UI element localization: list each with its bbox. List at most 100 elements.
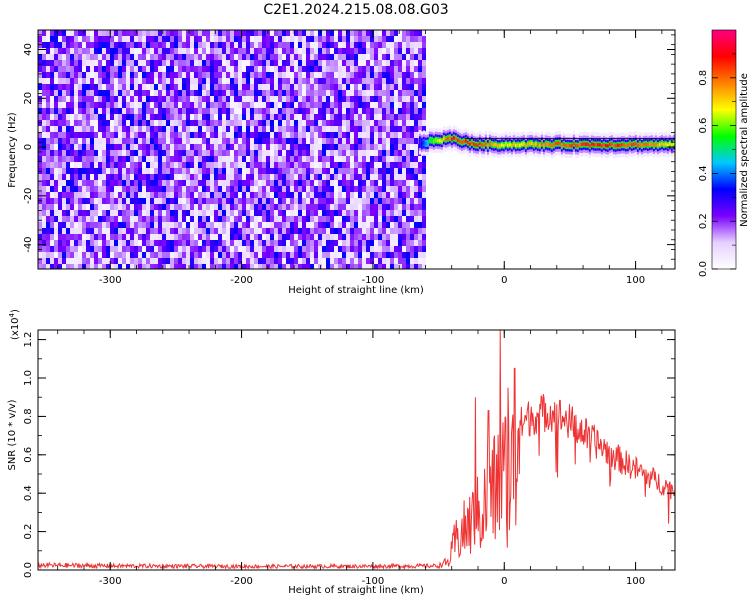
spectrogram-noise-cell: [102, 84, 106, 90]
spectrogram-signal-cell: [440, 139, 444, 143]
spectrogram-noise-cell: [286, 264, 290, 269]
spectrogram-noise-cell: [354, 84, 358, 90]
spectrogram-noise-cell: [262, 138, 266, 144]
spectrogram-noise-cell: [298, 258, 302, 264]
spectrogram-noise-cell: [250, 210, 254, 216]
spectrogram-noise-cell: [246, 222, 250, 228]
snr-ytick-label: 0.6: [23, 447, 34, 463]
spectrogram-noise-cell: [266, 156, 270, 162]
spectrogram-noise-cell: [366, 126, 370, 132]
spectrogram-noise-cell: [358, 84, 362, 90]
spectrogram-noise-cell: [198, 258, 202, 264]
spectrogram-noise-cell: [346, 216, 350, 222]
spectrogram-noise-cell: [342, 168, 346, 174]
spectrogram-noise-cell: [86, 120, 90, 126]
spectrogram-noise-cell: [66, 42, 70, 48]
spectrogram-noise-cell: [158, 138, 162, 144]
spectrogram-noise-cell: [58, 36, 62, 42]
spectrogram-noise-cell: [50, 138, 54, 144]
spectrogram-noise-cell: [150, 240, 154, 246]
spectrogram-noise-cell: [382, 186, 386, 192]
spectrogram-noise-cell: [154, 204, 158, 210]
spectrogram-noise-cell: [338, 90, 342, 96]
spectrogram-noise-cell: [382, 36, 386, 42]
spectrogram-noise-cell: [326, 228, 330, 234]
spectrogram-noise-cell: [278, 150, 282, 156]
spectrogram-noise-cell: [130, 102, 134, 108]
spectrogram-noise-cell: [266, 102, 270, 108]
spectrogram-noise-cell: [306, 234, 310, 240]
spectrogram-noise-cell: [258, 150, 262, 156]
spectrogram-noise-cell: [410, 174, 414, 180]
spectrogram-noise-cell: [258, 198, 262, 204]
spectrogram-noise-cell: [174, 138, 178, 144]
spectrogram-noise-cell: [370, 198, 374, 204]
spectrogram-noise-cell: [370, 138, 374, 144]
spectrogram-noise-cell: [42, 132, 46, 138]
spectrogram-noise-cell: [138, 168, 142, 174]
spectrogram-noise-cell: [370, 144, 374, 150]
spectrogram-noise-cell: [278, 210, 282, 216]
spectrogram-noise-cell: [182, 228, 186, 234]
spectrogram-noise-cell: [274, 42, 278, 48]
spectrogram-noise-cell: [50, 174, 54, 180]
spectrogram-noise-cell: [406, 258, 410, 264]
spectrogram-noise-cell: [406, 144, 410, 150]
spectrogram-noise-cell: [218, 246, 222, 252]
spectrogram-noise-cell: [190, 120, 194, 126]
spectrogram-noise-cell: [162, 36, 166, 42]
spectrogram-noise-cell: [258, 246, 262, 252]
spectrogram-noise-cell: [314, 114, 318, 120]
spectrogram-noise-cell: [414, 252, 418, 258]
spectrogram-noise-cell: [82, 186, 86, 192]
spectrogram-noise-cell: [314, 186, 318, 192]
spectrogram-noise-cell: [334, 234, 338, 240]
spectrogram-noise-cell: [94, 252, 98, 258]
spectrogram-noise-cell: [262, 90, 266, 96]
spectrogram-noise-cell: [134, 66, 138, 72]
spectrogram-noise-cell: [146, 234, 150, 240]
spectrogram-noise-cell: [66, 78, 70, 84]
spectrogram-noise-cell: [358, 48, 362, 54]
spectrogram-signal-cell: [596, 143, 600, 147]
spectrogram-noise-cell: [258, 192, 262, 198]
spectrogram-noise-cell: [350, 216, 354, 222]
spectrogram-noise-cell: [418, 156, 422, 162]
spectrogram-noise-cell: [122, 48, 126, 54]
spectrogram-noise-cell: [414, 54, 418, 60]
spectrogram-noise-cell: [370, 192, 374, 198]
spectrogram-signal-cell: [448, 136, 452, 140]
spectrogram-noise-cell: [314, 102, 318, 108]
colorbar-tick-label: 0.8: [698, 70, 709, 86]
spectrogram-noise-cell: [194, 150, 198, 156]
spectrogram-noise-cell: [74, 222, 78, 228]
spectrogram-noise-cell: [202, 222, 206, 228]
spectrogram-noise-cell: [202, 204, 206, 210]
spectrogram-noise-cell: [226, 144, 230, 150]
spectrogram-noise-cell: [250, 204, 254, 210]
spectrogram-noise-cell: [382, 30, 386, 36]
spectrogram-noise-cell: [138, 180, 142, 186]
spectrogram-noise-cell: [70, 60, 74, 66]
spectrogram-signal-cell: [516, 143, 520, 147]
spectrogram-noise-cell: [342, 210, 346, 216]
spectrogram-noise-cell: [146, 252, 150, 258]
spectrogram-noise-cell: [250, 168, 254, 174]
spectrogram-noise-cell: [254, 108, 258, 114]
spectrogram-noise-cell: [222, 234, 226, 240]
spectrogram-noise-cell: [82, 132, 86, 138]
spectrogram-noise-cell: [218, 198, 222, 204]
spectrogram-noise-cell: [310, 90, 314, 96]
spectrogram-noise-cell: [146, 264, 150, 269]
spectrogram-noise-cell: [278, 138, 282, 144]
spectrogram-noise-cell: [270, 162, 274, 168]
spectrogram-noise-cell: [198, 198, 202, 204]
spectrogram-noise-cell: [390, 204, 394, 210]
spectrogram-noise-cell: [230, 186, 234, 192]
spectrogram-noise-cell: [302, 120, 306, 126]
spectrogram-signal-cell: [608, 142, 612, 147]
spectrogram-noise-cell: [230, 174, 234, 180]
spectrogram-noise-cell: [302, 162, 306, 168]
spectrogram-noise-cell: [118, 240, 122, 246]
